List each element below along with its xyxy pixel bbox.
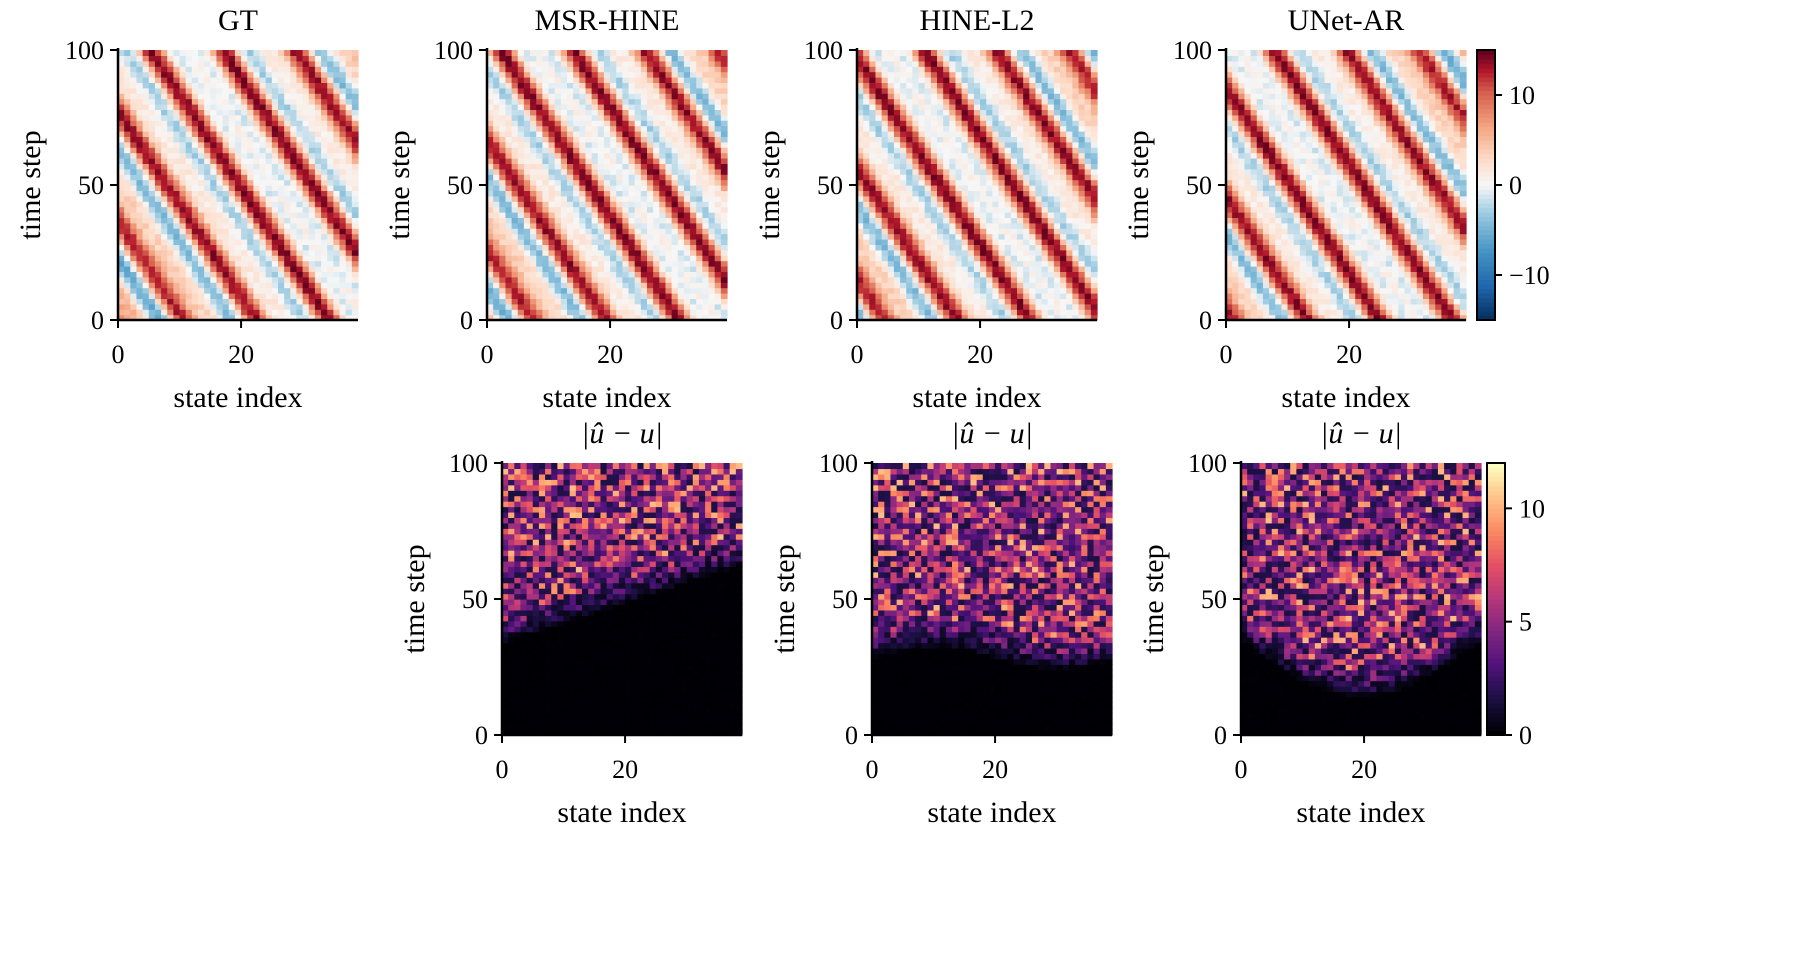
colorbar-tick-label: 5 [1519, 608, 1532, 637]
colorbar-tick-label: 10 [1509, 81, 1535, 110]
panel-title: MSR-HINE [534, 4, 679, 37]
colorbar-tick-label: 0 [1519, 721, 1532, 750]
y-tick-label: 0 [460, 306, 473, 335]
x-tick-label: 0 [851, 340, 864, 369]
y-axis-label: time step [768, 544, 801, 653]
x-tick-label: 20 [597, 340, 623, 369]
x-axis-label: state index [912, 381, 1041, 414]
y-tick-label: 50 [462, 585, 488, 614]
x-tick-label: 0 [481, 340, 494, 369]
y-tick-label: 0 [845, 721, 858, 750]
y-tick-label: 100 [1188, 449, 1227, 478]
y-tick-label: 0 [475, 721, 488, 750]
y-axis-label: time step [753, 130, 786, 239]
x-tick-label: 0 [1220, 340, 1233, 369]
x-axis-label: state index [927, 796, 1056, 829]
y-tick-label: 50 [447, 171, 473, 200]
x-tick-label: 20 [1336, 340, 1362, 369]
x-tick-label: 20 [612, 755, 638, 784]
x-axis-label: state index [557, 796, 686, 829]
y-tick-label: 50 [1201, 585, 1227, 614]
panel-title: HINE-L2 [920, 4, 1035, 37]
panel-title: |û − u| [1320, 417, 1402, 450]
x-axis-label: state index [173, 381, 302, 414]
colorbar-tick-label: 10 [1519, 494, 1545, 523]
y-tick-label: 0 [1199, 306, 1212, 335]
heatmap-cells-2 [857, 50, 1098, 321]
y-tick-label: 100 [804, 36, 843, 65]
colorbar-trajectory: 10 0 −10 [1476, 49, 1550, 321]
y-tick-label: 50 [78, 171, 104, 200]
y-tick-label: 0 [91, 306, 104, 335]
panel-title: UNet-AR [1288, 4, 1405, 37]
y-tick-label: 0 [830, 306, 843, 335]
y-tick-label: 100 [434, 36, 473, 65]
heatmap-cells-6 [1241, 463, 1482, 736]
colorbar-frame [1486, 462, 1506, 736]
y-tick-label: 50 [832, 585, 858, 614]
y-axis-label: time step [1122, 130, 1155, 239]
y-axis-label: time step [383, 130, 416, 239]
colorbar-tick-label: 0 [1509, 171, 1522, 200]
x-tick-label: 20 [228, 340, 254, 369]
x-tick-label: 20 [967, 340, 993, 369]
x-tick-label: 0 [1235, 755, 1248, 784]
y-tick-label: 100 [1173, 36, 1212, 65]
x-tick-label: 20 [982, 755, 1008, 784]
panel-title: |û − u| [951, 417, 1033, 450]
heatmap-cells-4 [502, 463, 743, 736]
heatmap-cells-0 [118, 50, 359, 321]
heatmap-cells-3 [1226, 50, 1467, 321]
y-tick-label: 0 [1214, 721, 1227, 750]
y-tick-label: 100 [819, 449, 858, 478]
x-axis-label: state index [542, 381, 671, 414]
panel-title: GT [218, 4, 258, 37]
x-tick-label: 0 [112, 340, 125, 369]
y-tick-label: 100 [449, 449, 488, 478]
y-axis-label: time step [1137, 544, 1170, 653]
colorbar-error: 10 5 0 [1486, 462, 1545, 750]
panel-title: |û − u| [581, 417, 663, 450]
x-axis-label: state index [1296, 796, 1425, 829]
y-tick-label: 100 [65, 36, 104, 65]
y-tick-label: 50 [817, 171, 843, 200]
colorbar-tick-label: −10 [1509, 261, 1550, 290]
y-tick-label: 50 [1186, 171, 1212, 200]
y-axis-label: time step [398, 544, 431, 653]
heatmap-cells-5 [872, 463, 1113, 736]
x-tick-label: 0 [496, 755, 509, 784]
heatmap-cells-1 [487, 50, 728, 321]
y-axis-label: time step [14, 130, 47, 239]
x-tick-label: 0 [866, 755, 879, 784]
x-axis-label: state index [1281, 381, 1410, 414]
x-tick-label: 20 [1351, 755, 1377, 784]
